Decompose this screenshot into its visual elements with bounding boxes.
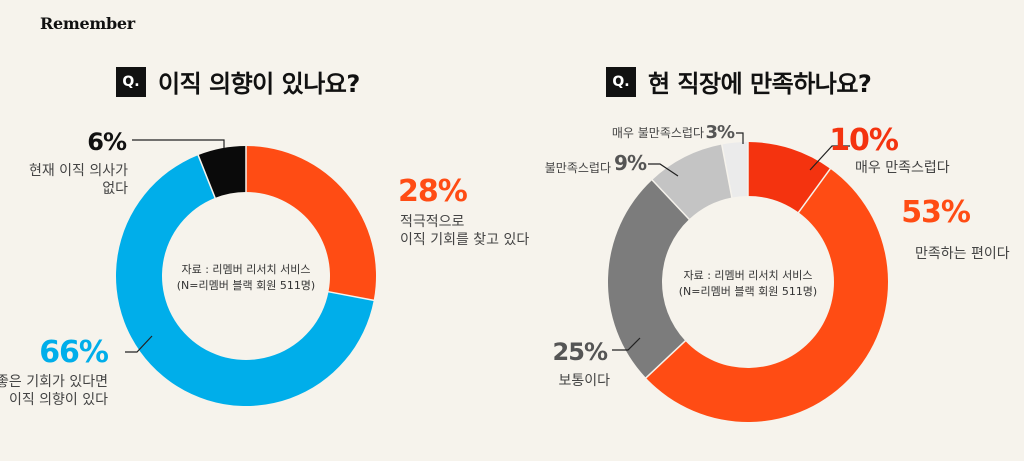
question-badge: Q.: [606, 66, 636, 97]
leader-line: [648, 163, 679, 177]
slice-category-label: 만족하는 편이다: [915, 246, 1010, 262]
leader-line: [132, 139, 225, 148]
slice-2-3: [608, 179, 690, 378]
brand-logo: Remember: [40, 14, 135, 33]
question-badge: Q.: [116, 66, 146, 97]
leader-line: [125, 335, 153, 353]
slice-separator: [197, 153, 217, 200]
slice-percent-label: 6%: [87, 128, 127, 156]
slice-percent-label: 3%: [705, 122, 735, 143]
slice-percent-label: 28%: [398, 174, 468, 209]
slice-1-2: [116, 155, 374, 406]
slice-percent-label: 53%: [901, 195, 971, 230]
source-line: 자료 : 리멤버 리서치 서비스: [683, 269, 812, 282]
slice-1-1: [246, 146, 377, 301]
slice-separator: [650, 178, 691, 221]
slice-2-1: [748, 142, 831, 213]
slice-category-label: 매우 불만족스럽다: [612, 126, 704, 140]
slice-category-label: 좋은 기회가 있다면: [0, 374, 108, 390]
donut-chart-1: 자료 : 리멤버 리서치 서비스 (N=리멤버 블랙 회원 511명) 28% 적극적…: [0, 128, 529, 408]
slice-category-label: 현재 이직 의사가: [29, 163, 128, 179]
slice-category-label: 이직 기회를 찾고 있다: [400, 232, 529, 248]
slice-percent-label: 9%: [614, 151, 647, 175]
slice-percent-label: 66%: [39, 335, 109, 370]
slice-separator: [720, 143, 733, 199]
leader-line: [809, 145, 850, 171]
slice-separator: [327, 290, 375, 302]
slice-category-label: 이직 의향이 있다: [9, 392, 108, 408]
leader-line: [612, 337, 641, 351]
slice-2-5: [721, 142, 748, 198]
source-line: (N=리멤버 블랙 회원 511명): [177, 279, 315, 292]
source-line: (N=리멤버 블랙 회원 511명): [679, 285, 817, 298]
donut-chart-2: 자료 : 리멤버 리서치 서비스 (N=리멤버 블랙 회원 511명) 10% 매우 …: [545, 122, 1010, 423]
slice-2-2: [645, 168, 889, 423]
slice-category-label: 불만족스럽다: [545, 161, 611, 175]
question-2-header: Q. 현 직장에 만족하나요?: [606, 64, 872, 99]
slice-percent-label: 25%: [553, 338, 608, 366]
slice-category-label: 없다: [102, 181, 128, 197]
slice-category-label: 보통이다: [558, 373, 610, 389]
question-1-title: 이직 의향이 있나요?: [158, 70, 360, 98]
slice-category-label: 매우 만족스럽다: [855, 160, 950, 176]
question-1-header: Q. 이직 의향이 있나요?: [116, 64, 360, 99]
slice-percent-label: 10%: [829, 123, 899, 158]
slice-category-label: 적극적으로: [400, 214, 465, 230]
question-2-title: 현 직장에 만족하나요?: [648, 70, 872, 98]
slice-separator: [644, 339, 687, 380]
source-line: 자료 : 리멤버 리서치 서비스: [181, 263, 310, 276]
slice-separator: [797, 167, 832, 214]
leader-line: [736, 132, 744, 144]
